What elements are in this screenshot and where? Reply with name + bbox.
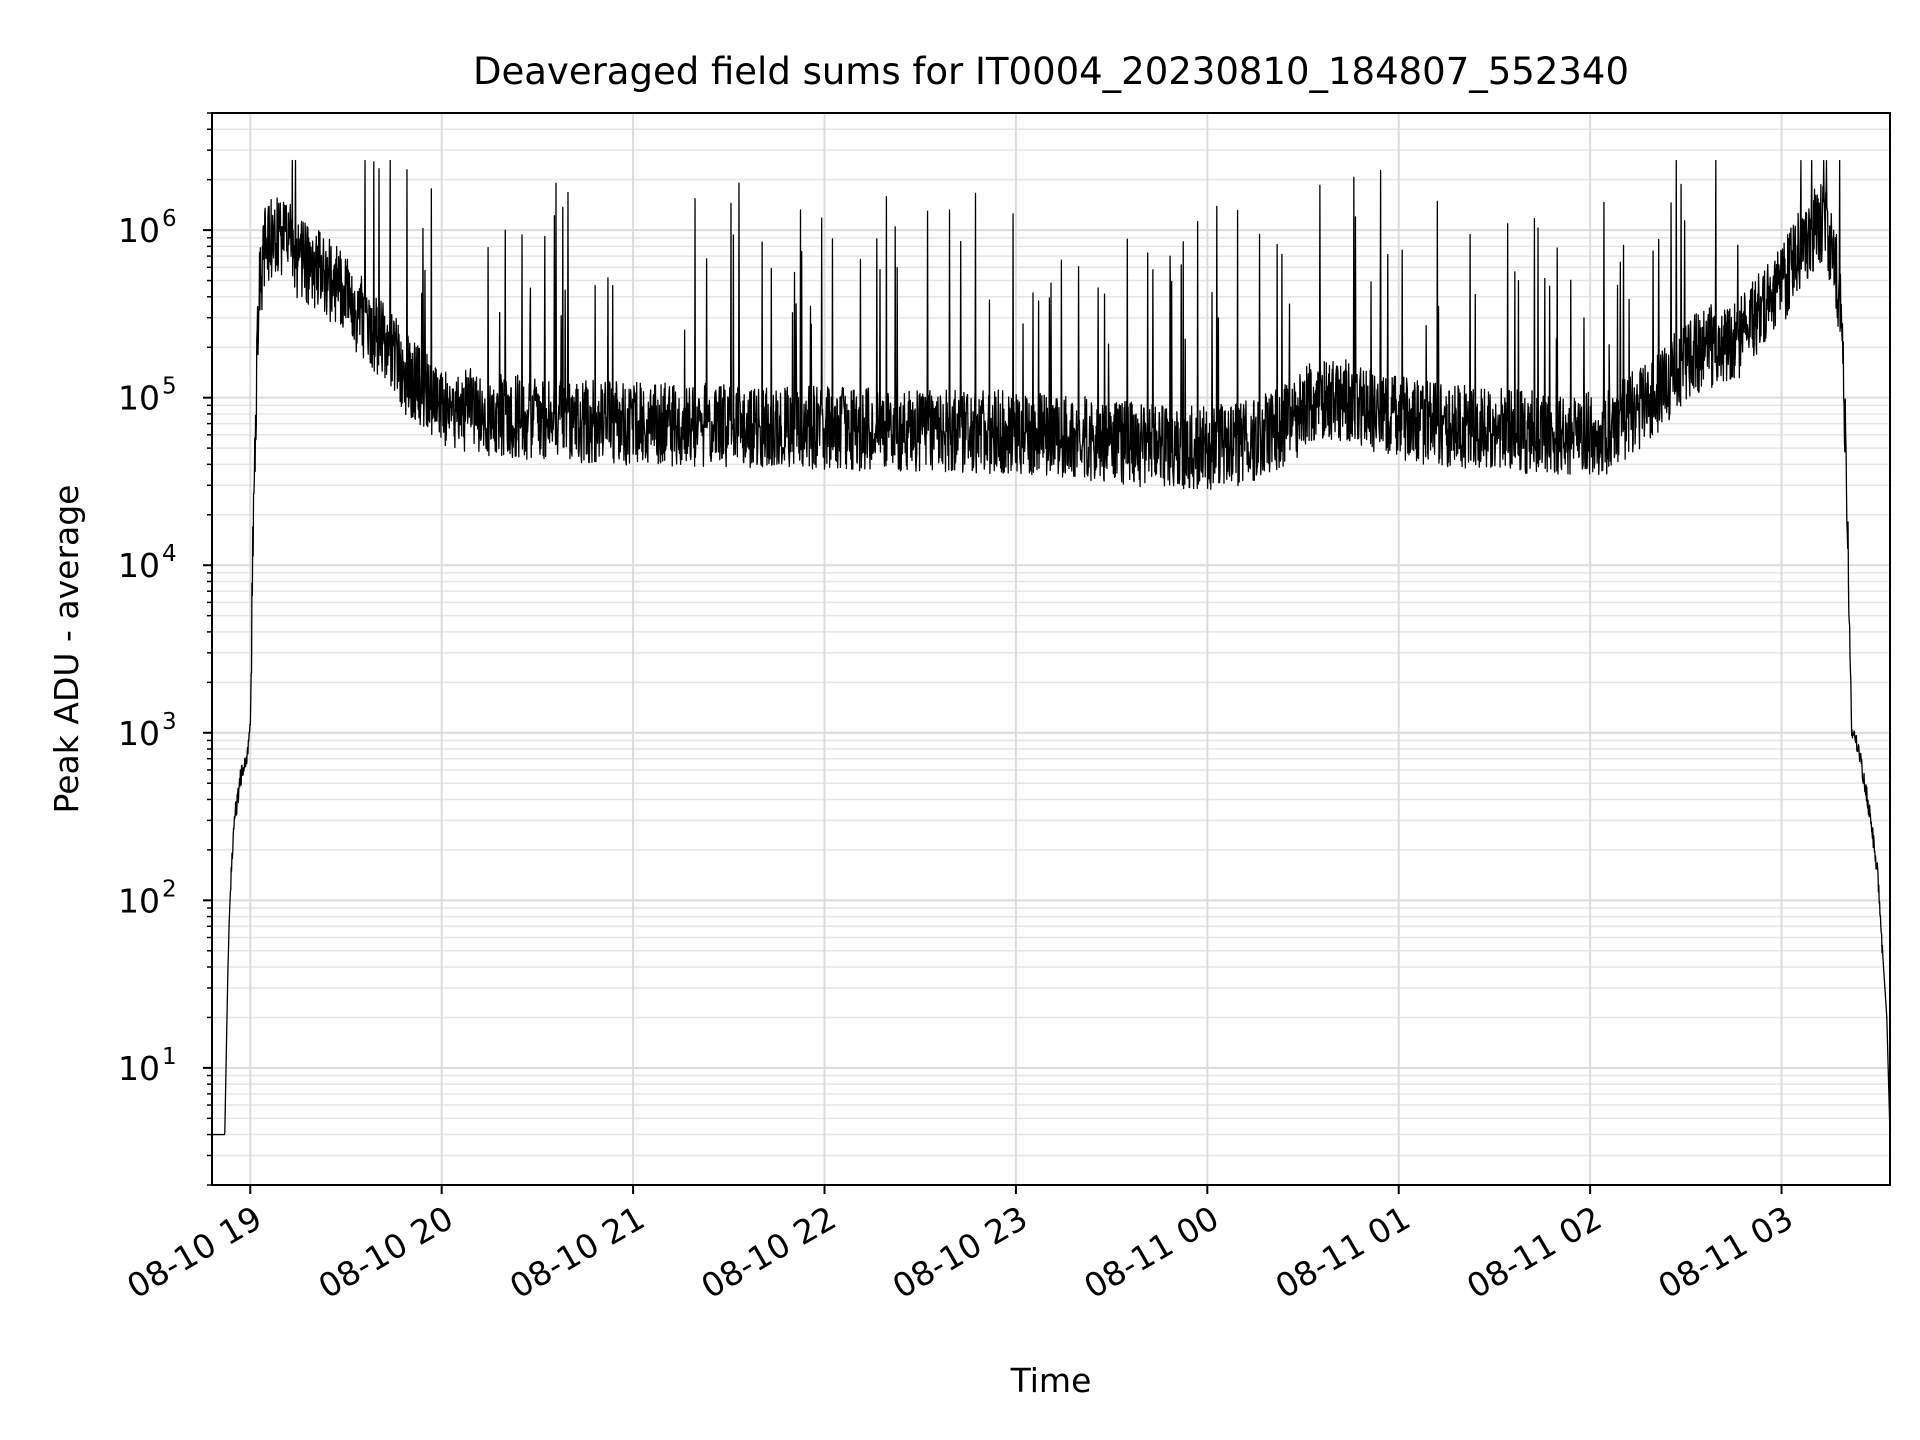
y-tick-label: 10 [118,881,160,920]
y-tick-label: 10 [118,714,160,753]
y-tick-exponent: 1 [162,1044,177,1070]
y-tick-exponent: 3 [162,709,177,735]
x-axis-label: Time [1010,1361,1092,1400]
y-tick-exponent: 4 [162,541,177,567]
y-tick-exponent: 5 [162,374,177,400]
y-tick-label: 10 [118,1049,160,1088]
y-tick-label: 10 [118,211,160,250]
y-tick-exponent: 2 [162,876,177,902]
y-tick-exponent: 6 [162,206,177,232]
chart-title: Deaveraged field sums for IT0004_2023081… [473,50,1629,93]
y-tick-label: 10 [118,379,160,418]
y-axis-label: Peak ADU - average [47,485,86,814]
y-tick-label: 10 [118,546,160,585]
series-line-0 [211,159,1891,1136]
series-layer [211,159,1891,1136]
plot-frame [211,112,1891,1186]
